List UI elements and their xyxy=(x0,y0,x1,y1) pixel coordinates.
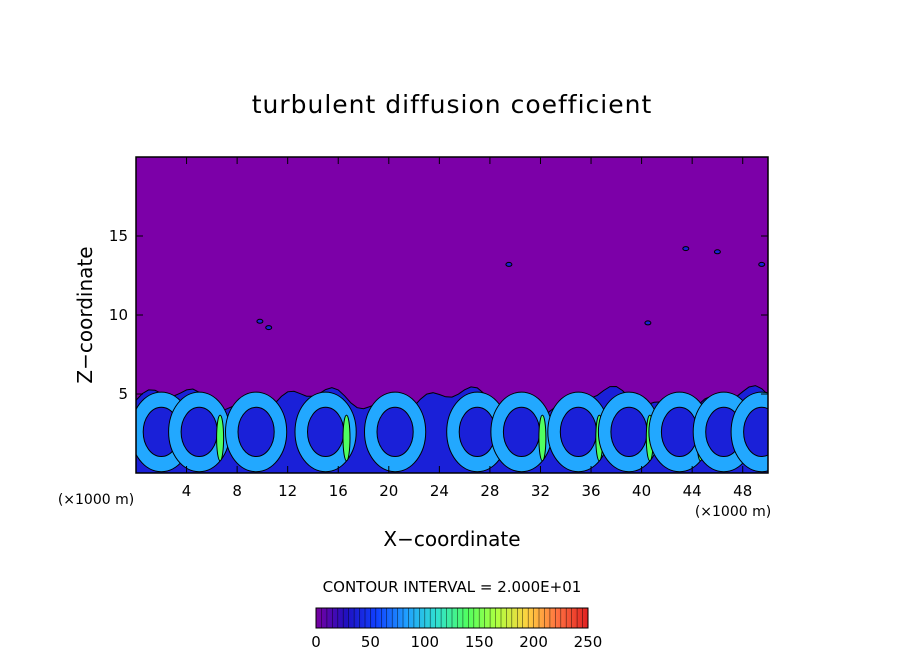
y-axis-label: Z−coordinate xyxy=(73,246,97,383)
x-tick-label: 20 xyxy=(379,482,398,500)
eddy-cell xyxy=(294,391,357,473)
y-axis: 5 10 15 xyxy=(109,227,768,403)
x-tick-label: 28 xyxy=(480,482,499,500)
contour-interval-label: CONTOUR INTERVAL = 2.000E+01 xyxy=(323,578,582,596)
x-unit-right: (×1000 m) xyxy=(695,504,771,520)
turbulent-patch xyxy=(505,261,513,267)
x-tick-label: 48 xyxy=(733,482,752,500)
x-axis-label: X−coordinate xyxy=(383,527,520,551)
eddy-core-contour xyxy=(743,406,768,457)
x-tick-label: 32 xyxy=(531,482,550,500)
eddy-high-contour xyxy=(342,414,351,462)
eddy-cell xyxy=(648,391,711,473)
eddy-high-contour xyxy=(216,414,225,462)
x-tick-label: 40 xyxy=(632,482,651,500)
eddy-core-contour xyxy=(180,406,218,457)
colorbar-tick-label: 100 xyxy=(410,633,439,651)
eddy-cell xyxy=(597,391,661,473)
x-tick-label: 8 xyxy=(232,482,242,500)
eddy-core-contour xyxy=(559,406,598,457)
colorbar-tick-label: 250 xyxy=(574,633,603,651)
x-axis: 4 8 12 16 20 24 28 32 36 40 44 48 xyxy=(182,157,752,500)
eddy-cell xyxy=(225,391,288,473)
chart-title: turbulent diffusion coefficient xyxy=(252,90,653,119)
y-tick-label: 15 xyxy=(109,227,128,245)
x-tick-label: 12 xyxy=(278,482,297,500)
turbulent-patch xyxy=(265,325,273,331)
colorbar: 0 50 100 150 200 250 xyxy=(311,607,602,651)
eddy-core-contour xyxy=(376,406,414,457)
eddy-high-contour xyxy=(538,414,547,462)
turbulent-patch xyxy=(758,261,766,267)
eddy-core-contour xyxy=(458,406,496,457)
y-tick-label: 10 xyxy=(109,306,128,324)
colorbar-tick-label: 200 xyxy=(519,633,548,651)
colorbar-frame xyxy=(315,607,589,629)
x-tick-label: 16 xyxy=(329,482,348,500)
eddy-cell xyxy=(364,391,427,473)
eddy-cell xyxy=(490,391,553,473)
x-tick-label: 24 xyxy=(430,482,449,500)
x-tick-label: 44 xyxy=(683,482,702,500)
eddy-cell xyxy=(730,391,768,473)
heatmap-field xyxy=(136,246,768,473)
x-tick-label: 4 xyxy=(182,482,192,500)
colorbar-tick-label: 50 xyxy=(361,633,380,651)
eddy-cell xyxy=(547,391,610,473)
eddy-cell xyxy=(168,391,231,473)
eddy-core-contour xyxy=(502,406,541,457)
colorbar-tick-label: 0 xyxy=(311,633,321,651)
eddy-core-contour xyxy=(610,406,648,457)
turbulent-patch xyxy=(682,246,690,252)
turbulent-patch xyxy=(256,318,264,324)
turbulent-patch xyxy=(644,320,652,326)
x-unit-left: (×1000 m) xyxy=(58,492,134,508)
y-tick-label: 5 xyxy=(118,385,128,403)
eddy-core-contour xyxy=(307,406,345,457)
eddy-core-contour xyxy=(237,406,275,457)
colorbar-tick-label: 150 xyxy=(465,633,494,651)
colorbar-tick-labels: 0 50 100 150 200 250 xyxy=(311,633,602,651)
x-tick-label: 36 xyxy=(581,482,600,500)
turbulent-patch xyxy=(713,249,721,255)
eddy-cell xyxy=(446,391,509,473)
plot-area xyxy=(135,156,769,474)
eddy-core-contour xyxy=(660,406,699,457)
